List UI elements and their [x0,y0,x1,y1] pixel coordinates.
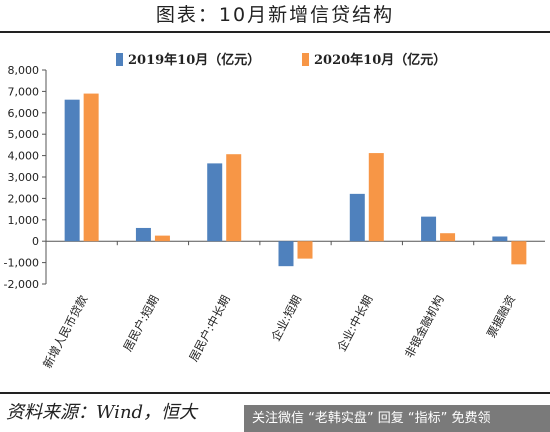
legend-swatch [302,53,309,66]
legend-swatch [116,53,123,66]
bar [207,163,223,242]
x-category-label: 新增人民币贷款 [40,292,90,370]
y-tick-label: 1,000 [8,214,40,227]
y-tick-label: 4,000 [8,150,40,163]
x-category-label: 企业:短期 [268,293,304,344]
bar [278,241,294,267]
bar [135,227,151,242]
bar [511,241,527,265]
x-category-label: 票据融资 [484,293,518,340]
bar [154,235,170,242]
y-tick-label: 2,000 [8,192,40,205]
bar [64,99,80,242]
footer-divider [0,392,550,394]
y-tick-label: -2,000 [4,278,39,291]
watermark-banner: 关注微信 “老韩实盘” 回复 “指标” 免费领 [244,405,550,432]
x-category-label: 居民户:短期 [120,293,161,354]
bar [83,93,99,242]
title-divider [0,31,550,33]
y-tick-label: -1,000 [4,257,39,270]
x-category-label: 企业:中长期 [334,293,375,354]
y-tick-label: 0 [32,235,39,248]
x-category-label: 居民户:中长期 [186,293,233,364]
bar [440,233,456,242]
bar [368,153,384,242]
bar [297,241,313,259]
y-tick-label: 6,000 [8,107,40,120]
y-tick-label: 3,000 [8,171,40,184]
bar [349,193,365,242]
legend-label: 2020年10月（亿元） [314,52,446,68]
bar [421,216,437,242]
y-tick-label: 7,000 [8,85,40,98]
source-note: 资料来源：Wind，恒大 [6,402,198,423]
y-tick-label: 5,000 [8,128,40,141]
legend-label: 2019年10月（亿元） [128,52,260,68]
bar [226,154,242,242]
bar-chart: -2,000 -1,000 0 1,000 2,000 3,000 4,000 5,000 6,… [4,52,545,370]
chart-title: 图表：10月新增信贷结构 [155,4,395,26]
bar [492,236,508,242]
y-tick-label: 8,000 [8,64,40,77]
x-category-label: 非银金融机构 [402,293,447,360]
